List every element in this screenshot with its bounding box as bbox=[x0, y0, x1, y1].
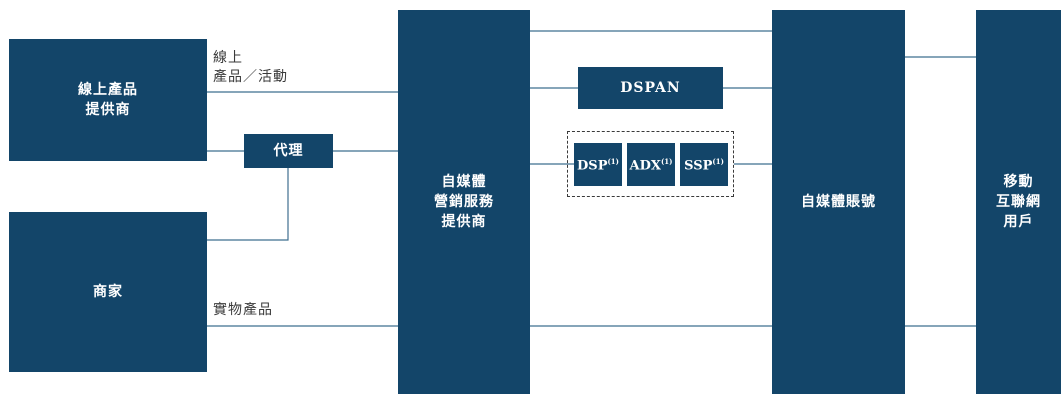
edge-label-online: 線上 產品／活動 bbox=[213, 49, 288, 87]
edge-label-physical-text: 實物產品 bbox=[213, 302, 273, 318]
media-accounts-label: 自媒體賬號 bbox=[801, 194, 876, 210]
edge-label-online-line-1: 線上 bbox=[213, 50, 243, 66]
merchant-box: 商家 bbox=[9, 212, 207, 372]
media-service-provider-label-line-3: 提供商 bbox=[441, 214, 487, 230]
online-provider-label-line-2: 提供商 bbox=[85, 102, 131, 118]
dsp-footnote: (1) bbox=[607, 157, 619, 167]
ssp-label: SSP bbox=[684, 158, 713, 174]
merchant-label: 商家 bbox=[93, 284, 123, 300]
agent-label: 代理 bbox=[273, 143, 304, 159]
media-service-provider-label-line-1: 自媒體 bbox=[441, 174, 487, 190]
agent-box: 代理 bbox=[244, 134, 333, 168]
mobile-users-label-line-1: 移動 bbox=[1003, 174, 1034, 190]
ssp-footnote: (1) bbox=[712, 157, 724, 167]
media-accounts-box: 自媒體賬號 bbox=[772, 10, 905, 394]
edge-label-physical: 實物產品 bbox=[213, 301, 273, 320]
mobile-users-box: 移動 互聯網 用戶 bbox=[976, 10, 1061, 394]
online-provider-label-line-1: 線上產品 bbox=[78, 82, 138, 98]
dspan-box: DSPAN bbox=[578, 67, 723, 109]
adx-footnote: (1) bbox=[660, 157, 673, 167]
adx-label: ADX bbox=[629, 158, 661, 174]
online-provider-box: 線上產品 提供商 bbox=[9, 39, 207, 161]
dsp-box: DSP(1) bbox=[574, 143, 622, 186]
ad-platform-group bbox=[567, 131, 734, 197]
ssp-box: SSP(1) bbox=[680, 143, 728, 186]
edge-label-online-line-2: 產品／活動 bbox=[213, 69, 288, 85]
mobile-users-label-line-2: 互聯網 bbox=[996, 194, 1041, 210]
media-service-provider-box: 自媒體 營銷服務 提供商 bbox=[398, 10, 530, 394]
line-merchant-to-agent bbox=[207, 168, 289, 241]
adx-box: ADX(1) bbox=[627, 143, 675, 186]
media-service-provider-label-line-2: 營銷服務 bbox=[434, 194, 494, 210]
dsp-label: DSP bbox=[577, 158, 608, 174]
mobile-users-label-line-3: 用戶 bbox=[1003, 214, 1034, 230]
dspan-label: DSPAN bbox=[620, 80, 681, 96]
